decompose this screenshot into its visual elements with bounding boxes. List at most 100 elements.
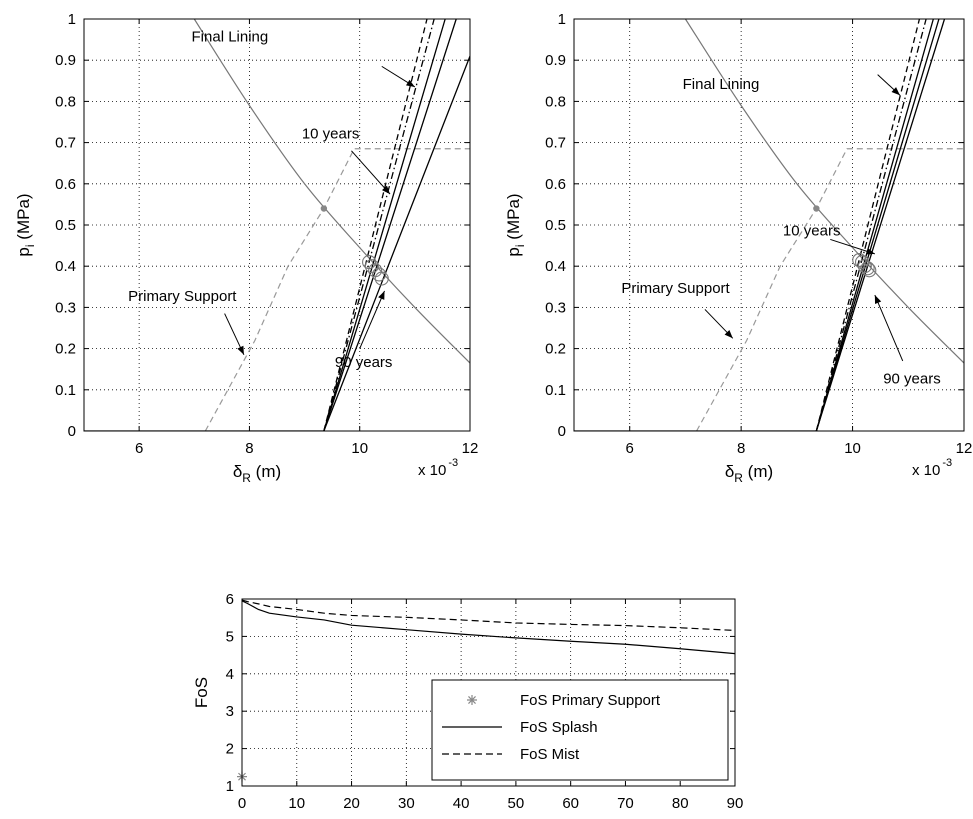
x-tick-label: 80 bbox=[672, 795, 689, 812]
x-tick-label: 70 bbox=[617, 795, 634, 812]
x-tick-label: 6 bbox=[626, 440, 634, 457]
y-tick-label: 0.7 bbox=[545, 135, 566, 152]
plot-bottom-fos-vs-service-life: 0 10 20 30 40 50 60 70 80 90 1 2 3 4 5 6 FoS Primary Sup… bbox=[192, 591, 744, 812]
series-final-lining bbox=[323, 55, 470, 431]
annotation-label: Final Lining bbox=[192, 29, 269, 46]
series-final-lining bbox=[323, 19, 428, 431]
annotation-label: 10 years bbox=[302, 125, 360, 142]
series-final-lining bbox=[323, 19, 446, 431]
series-final-lining bbox=[815, 19, 940, 431]
y-tick-label: 0.4 bbox=[55, 258, 76, 275]
y-axis-label-subscript: i bbox=[23, 244, 37, 247]
y-tick-label: 0.2 bbox=[545, 341, 566, 358]
equilibrium-dot-marker bbox=[320, 205, 328, 212]
x-tick-label: 10 bbox=[288, 795, 305, 812]
series-final-lining bbox=[815, 19, 934, 431]
y-tick-label: 0.7 bbox=[55, 135, 76, 152]
series-fos-mist-line bbox=[241, 599, 736, 632]
series-final-lining bbox=[323, 19, 457, 431]
x-axis-label-symbol: δ bbox=[725, 462, 734, 481]
x-tick-label: 12 bbox=[462, 440, 479, 457]
annotation-arrowhead bbox=[874, 295, 882, 305]
x-tick-label: 12 bbox=[956, 440, 973, 457]
x-axis-label: δR (m) bbox=[725, 462, 773, 485]
y-tick-label: 0.3 bbox=[545, 299, 566, 316]
y-tick-label: 5 bbox=[226, 628, 234, 645]
legend: FoS Primary Support FoS Splash FoS Mist bbox=[431, 679, 729, 781]
series-layer bbox=[574, 19, 964, 431]
equilibrium-circle-marker bbox=[860, 261, 875, 276]
series-final-lining bbox=[323, 19, 435, 431]
series-fos-splash-line bbox=[241, 600, 736, 655]
x-axis-label-symbol: δ bbox=[233, 462, 242, 481]
x-tick-label: 0 bbox=[238, 795, 246, 812]
series-ground-reaction-curve bbox=[684, 19, 964, 364]
x-tick-label: 40 bbox=[453, 795, 470, 812]
y-tick-label: 0.2 bbox=[55, 341, 76, 358]
x-tick-label: 50 bbox=[508, 795, 525, 812]
x-axis-label-unit: (m) bbox=[251, 462, 281, 481]
x-tick-label: 6 bbox=[135, 440, 143, 457]
x-axis-label-subscript: R bbox=[734, 471, 743, 485]
y-tick-label: 0.1 bbox=[545, 382, 566, 399]
equilibrium-circle-marker bbox=[857, 259, 872, 274]
legend-label: FoS Primary Support bbox=[520, 692, 661, 709]
equilibrium-dot-marker bbox=[813, 205, 820, 212]
y-tick-label: 0.9 bbox=[55, 52, 76, 69]
x-axis-multiplier-exponent: -3 bbox=[942, 457, 952, 469]
x-axis-label-unit: (m) bbox=[743, 462, 773, 481]
y-tick-label: 1 bbox=[558, 11, 566, 28]
x-tick-label: 60 bbox=[562, 795, 579, 812]
axes-box bbox=[241, 598, 736, 787]
x-tick-label: 90 bbox=[727, 795, 744, 812]
annotation-arrow bbox=[359, 290, 385, 349]
x-tick-label: 30 bbox=[398, 795, 415, 812]
equilibrium-circle-marker bbox=[862, 263, 877, 278]
annotation-arrowhead bbox=[891, 87, 900, 96]
y-axis-label: FoS bbox=[192, 677, 211, 708]
x-axis-multiplier-base: x 10 bbox=[912, 462, 940, 479]
annotation-arrowhead bbox=[378, 290, 385, 300]
x-axis-multiplier: x 10 -3 bbox=[912, 457, 952, 479]
annotation-label: 10 years bbox=[783, 222, 841, 239]
y-tick-label: 0.6 bbox=[545, 176, 566, 193]
annotation-arrowhead bbox=[865, 248, 875, 255]
y-axis-label-unit: (MPa) bbox=[504, 193, 523, 244]
series-layer bbox=[84, 19, 470, 431]
annotation-label: 90 years bbox=[335, 354, 393, 371]
equilibrium-circle-marker bbox=[371, 267, 387, 282]
series-final-lining bbox=[815, 19, 946, 431]
annotation-label: Final Lining bbox=[683, 76, 760, 93]
legend-label: FoS Splash bbox=[520, 719, 598, 736]
annotation-arrow bbox=[874, 294, 904, 362]
y-axis-label: pi (MPa) bbox=[504, 193, 527, 256]
y-axis-label-unit: (MPa) bbox=[14, 193, 33, 244]
x-tick-label: 8 bbox=[245, 440, 253, 457]
y-tick-label: 0.3 bbox=[55, 299, 76, 316]
x-axis-multiplier: x 10 -3 bbox=[418, 457, 458, 479]
y-tick-label: 0.9 bbox=[545, 52, 566, 69]
annotation-label: Primary Support bbox=[621, 280, 730, 297]
y-tick-label: 0.8 bbox=[55, 93, 76, 110]
legend-swatch-star bbox=[467, 695, 477, 705]
annotation-arrow bbox=[351, 150, 391, 195]
x-axis-multiplier-base: x 10 bbox=[418, 462, 446, 479]
annotation-arrowhead bbox=[724, 329, 733, 339]
equilibrium-circle-marker bbox=[364, 259, 379, 274]
y-tick-label: 0.5 bbox=[545, 217, 566, 234]
y-tick-label: 6 bbox=[226, 591, 234, 608]
y-tick-label: 1 bbox=[226, 778, 234, 795]
legend-label: FoS Mist bbox=[520, 746, 580, 763]
plot-right-pi-vs-deltaR: 6 8 10 12 0 0.1 0.2 0.3 0.4 0.5 0.6 0.7 0.8 0.9 1 Final… bbox=[504, 11, 972, 485]
legend-box bbox=[431, 679, 729, 781]
y-axis-label: pi (MPa) bbox=[14, 193, 37, 256]
y-tick-label: 2 bbox=[226, 741, 234, 758]
annotation-arrowhead bbox=[237, 345, 244, 355]
series-final-lining bbox=[815, 19, 927, 431]
y-tick-label: 0.4 bbox=[545, 258, 566, 275]
y-tick-label: 1 bbox=[68, 11, 76, 28]
series-final-lining bbox=[815, 19, 921, 431]
y-axis-label-subscript: i bbox=[513, 244, 527, 247]
x-tick-label: 8 bbox=[737, 440, 745, 457]
